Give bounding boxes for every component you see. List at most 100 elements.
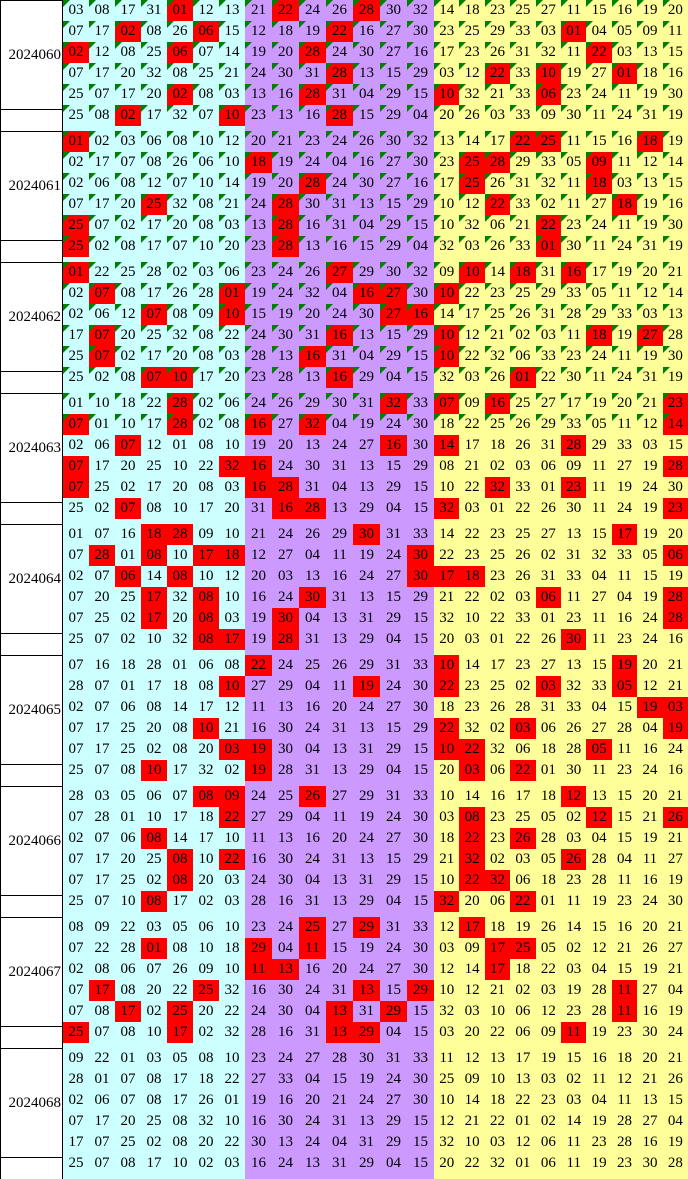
number-cell: 21 (219, 194, 245, 215)
number-cell: 31 (386, 788, 401, 804)
period-block-2024066: 2024066 28 03 05 06 07 08 09 24 25 26 27 29 31 33 10 14 1… (0, 786, 688, 917)
corner-marker-icon (219, 194, 226, 201)
corner-marker-icon (662, 283, 670, 290)
number-cell: 17 (141, 215, 167, 236)
number-cell: 31 (386, 526, 401, 542)
cyan-zone: 01 02 03 06 08 10 12 (63, 131, 245, 152)
corner-marker-icon (326, 283, 333, 290)
number-cell: 31 (251, 500, 266, 516)
number-cell: 25 (146, 851, 162, 867)
purple-zone: 29 04 11 15 19 24 30 (245, 938, 434, 959)
corner-marker-icon (407, 63, 414, 70)
corner-marker-icon (63, 215, 70, 222)
number-cell: 03 (515, 458, 531, 474)
number-cell: 13 (305, 568, 320, 584)
number-cell: 02 (146, 1003, 162, 1019)
hit-number-cell: 18 (637, 131, 663, 152)
number-cell: 08 (68, 919, 84, 935)
hit-number-cell: 01 (535, 236, 562, 257)
number-cell: 27 (586, 194, 611, 215)
corner-marker-icon (380, 367, 387, 374)
cyan-zone: 17 07 25 02 08 20 22 (63, 1132, 245, 1153)
corner-marker-icon (611, 152, 619, 159)
corner-marker-icon (353, 346, 360, 353)
number-cell: 17 (146, 1155, 162, 1171)
number-row: 07 17 20 25 08 10 22 16 30 24 31 13 15 29 21 32 02 03 05 26… (63, 849, 688, 870)
corner-marker-icon (434, 42, 441, 49)
number-cell: 06 (540, 458, 556, 474)
number-cell: 32 (591, 547, 607, 563)
number-cell: 03 (439, 809, 455, 825)
corner-marker-icon (326, 84, 333, 91)
corner-marker-icon (63, 21, 70, 28)
hit-number-cell: 10 (219, 676, 245, 697)
corner-marker-icon (299, 414, 306, 421)
hit-number-cell: 07 (115, 435, 141, 456)
number-cell: 27 (380, 21, 407, 42)
corner-marker-icon (510, 194, 518, 201)
number-cell: 17 (193, 367, 219, 388)
purple-zone: 23 24 27 28 30 31 33 (245, 1048, 434, 1069)
cyan-zone: 07 22 28 01 08 10 18 (63, 938, 245, 959)
hit-number-cell: 28 (272, 236, 299, 257)
number-cell: 20 (115, 63, 141, 84)
number-cell: 19 (359, 547, 374, 563)
corner-marker-icon (299, 131, 306, 138)
number-cell: 07 (68, 1003, 84, 1019)
number-row: 09 22 01 03 05 08 10 23 24 27 28 30 31 33 11 12 13 17 19 15… (63, 1048, 688, 1069)
number-cell: 20 (611, 393, 637, 414)
number-cell: 13 (332, 631, 347, 647)
number-cell: 23 (299, 131, 326, 152)
corner-marker-icon (611, 304, 619, 311)
yellow-zone-filler (434, 257, 688, 262)
corner-marker-icon (89, 262, 96, 269)
number-cell: 06 (120, 699, 136, 715)
period-label: 2024068 (8, 1094, 62, 1111)
number-cell: 23 (459, 42, 484, 63)
number-cell: 11 (561, 0, 586, 21)
number-cell: 28 (662, 325, 688, 346)
corner-marker-icon (353, 325, 360, 332)
number-cell: 24 (386, 678, 401, 694)
hit-number-cell: 10 (459, 262, 485, 283)
number-cell: 28 (332, 1050, 347, 1066)
corner-marker-icon (459, 173, 467, 180)
number-cell: 21 (464, 1113, 480, 1129)
number-cell: 15 (617, 809, 633, 825)
number-cell: 27 (251, 1071, 266, 1087)
number-row: 25 07 02 10 32 08 17 19 28 31 13 29 04 15 20 03 01 22 26 30… (63, 629, 688, 650)
purple-zone: 24 30 31 16 13 15 29 (245, 325, 434, 346)
number-cell: 04 (305, 872, 320, 888)
hit-number-cell: 17 (141, 587, 167, 608)
number-cell: 29 (386, 1134, 401, 1150)
corner-marker-icon (662, 414, 670, 421)
number-cell: 10 (464, 610, 480, 626)
corner-marker-icon (299, 346, 306, 353)
number-cell: 07 (167, 236, 193, 257)
corner-marker-icon (193, 21, 200, 28)
number-row: 07 17 20 25 10 22 32 16 24 30 31 13 15 29 08 21 02 03 06 09… (63, 456, 688, 477)
corner-marker-icon (510, 21, 518, 28)
number-cell: 32 (172, 589, 188, 605)
hit-number-cell: 28 (299, 42, 326, 63)
number-cell: 02 (198, 893, 214, 909)
hit-number-cell: 10 (219, 304, 245, 325)
number-cell: 22 (535, 367, 561, 388)
hit-number-cell: 07 (89, 346, 115, 367)
corner-marker-icon (484, 21, 492, 28)
number-cell: 31 (359, 1134, 374, 1150)
number-cell: 19 (591, 893, 607, 909)
purple-zone: 31 16 28 13 29 04 15 (245, 498, 434, 519)
number-row: 02 08 06 07 26 09 10 11 13 16 20 24 27 30 12 14 17 18 22 03… (63, 959, 688, 980)
hit-number-cell: 11 (245, 959, 272, 980)
number-cell: 10 (439, 788, 455, 804)
hit-number-cell: 27 (380, 304, 407, 325)
number-cell: 18 (198, 1071, 214, 1087)
number-cell: 06 (540, 720, 556, 736)
number-cell: 18 (224, 940, 240, 956)
hit-number-cell: 28 (167, 414, 193, 435)
corner-marker-icon (484, 283, 492, 290)
purple-zone: 24 30 31 28 13 15 29 (245, 63, 434, 84)
corner-marker-icon (586, 414, 594, 421)
corner-marker-icon (637, 21, 645, 28)
